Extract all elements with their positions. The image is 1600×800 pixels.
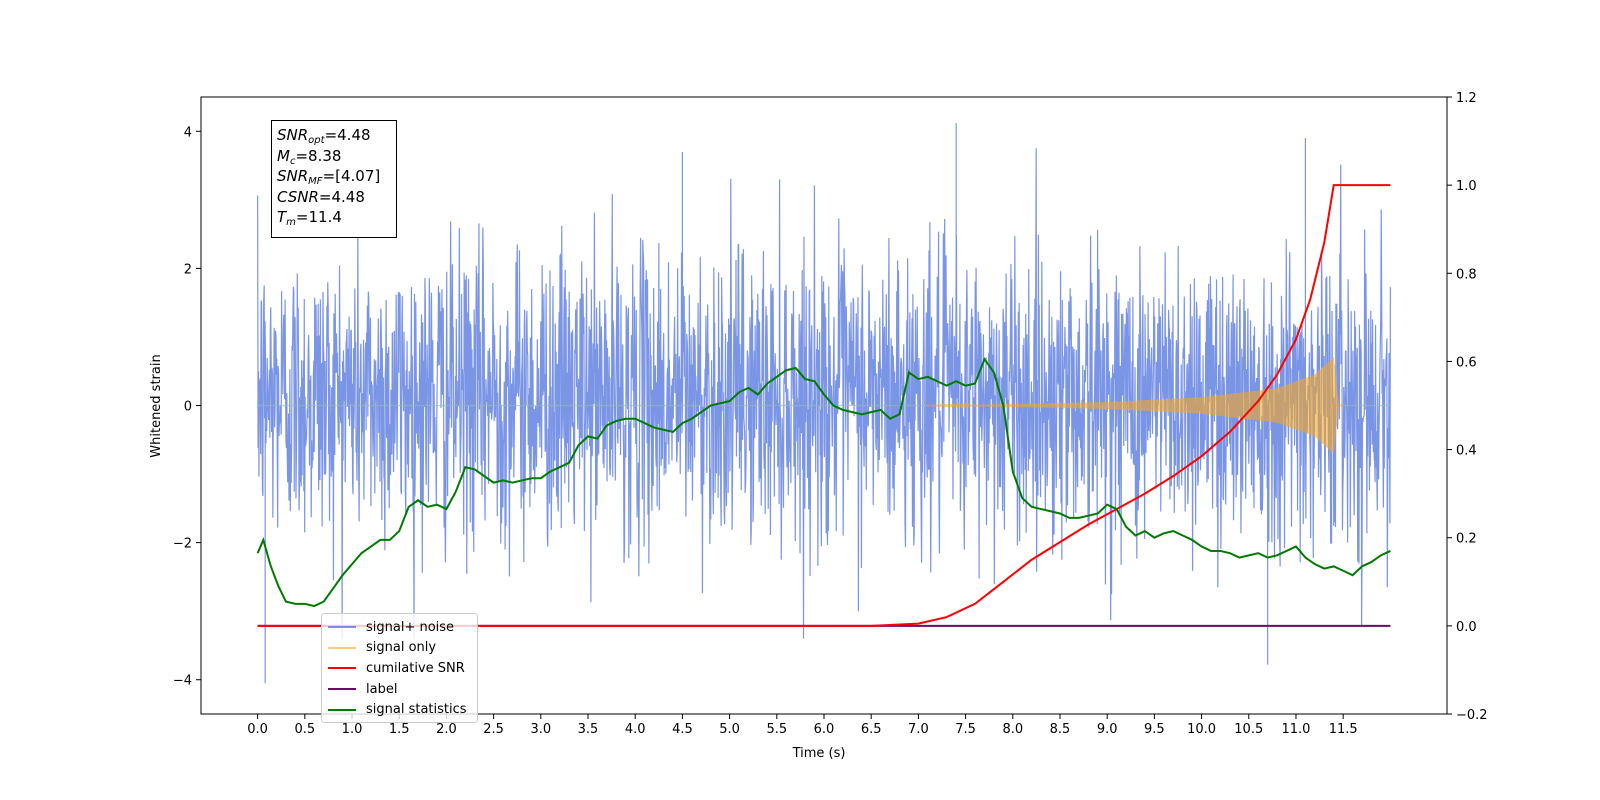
x-tick-label: 8.5 (1050, 722, 1071, 737)
x-tick-label: 7.5 (955, 722, 976, 737)
mc-subscript: c (289, 155, 296, 167)
y2-tick-label: 0.4 (1456, 444, 1477, 459)
axes: 0.0 0.5 1.0 1.5 2.0 2.5 3.0 3.5 4.0 4.5 5.0 5.5 6.0 6… (173, 91, 1488, 737)
x-tick-label: 7.0 (908, 722, 929, 737)
mc-symbol: M (277, 146, 290, 165)
x-tick-label: 5.5 (766, 722, 787, 737)
y-axis-label: Whitened strain (149, 354, 164, 457)
y2-tick-label: 0.2 (1456, 532, 1477, 547)
legend-item: cumilative SNR (326, 658, 477, 679)
y2-tick-label: 0.0 (1456, 620, 1477, 635)
legend-label: cumilative SNR (366, 660, 465, 676)
info-box: SNRopt=4.48 Mc=8.38 SNRMF=[4.07] CSNR=4.… (271, 120, 397, 238)
y2-tick-label: 1.0 (1456, 179, 1477, 194)
x-tick-label: 1.5 (389, 722, 410, 737)
x-tick-label: 2.0 (436, 722, 457, 737)
x-tick-label: 9.5 (1144, 722, 1165, 737)
legend-swatch (328, 688, 356, 691)
mc-value: =8.38 (295, 146, 342, 165)
x-tick-label: 4.0 (625, 722, 646, 737)
plot-clip-group (256, 123, 1391, 684)
legend-swatch (328, 708, 356, 711)
x-tick-label: 10.0 (1187, 722, 1216, 737)
legend: signal+ noise signal only cumilative SNR la… (321, 613, 478, 723)
x-tick-label: 1.0 (342, 722, 363, 737)
x-tick-label: 3.5 (578, 722, 599, 737)
y-tick-label: 0 (184, 400, 192, 415)
snr-mf-subscript: MF (308, 176, 323, 187)
csnr-symbol: CSNR (277, 187, 319, 206)
legend-label: signal only (366, 640, 437, 656)
x-tick-label: 10.5 (1234, 722, 1263, 737)
csnr-row: CSNR=4.48 (277, 187, 396, 208)
y-tick-label: 4 (184, 125, 192, 140)
x-tick-label: 9.0 (1097, 722, 1118, 737)
snr-opt-symbol: SNR (277, 126, 309, 144)
legend-swatch (328, 667, 356, 670)
legend-swatch (328, 646, 356, 649)
mc-row: Mc=8.38 (277, 146, 396, 167)
x-tick-label: 11.5 (1329, 722, 1358, 737)
x-tick-label: 0.5 (294, 722, 315, 737)
legend-label: label (366, 681, 398, 697)
tm-symbol: T (277, 208, 287, 226)
legend-item: label (326, 679, 477, 700)
x-tick-label: 11.0 (1281, 722, 1310, 737)
y-tick-label: −2 (173, 537, 192, 552)
x-axis-label: Time (s) (792, 746, 846, 761)
snr-opt-row: SNRopt=4.48 (277, 125, 396, 146)
csnr-value: =4.48 (318, 187, 365, 206)
x-tick-label: 5.0 (719, 722, 740, 737)
y2-tick-label: 1.2 (1456, 91, 1477, 106)
snr-mf-value: =[4.07] (322, 167, 381, 185)
legend-item: signal only (326, 638, 477, 659)
legend-label: signal statistics (366, 702, 467, 718)
snr-opt-subscript: opt (308, 135, 325, 146)
y2-tick-label: −0.2 (1456, 708, 1488, 723)
x-tick-label: 3.0 (530, 722, 551, 737)
legend-item: signal+ noise (326, 617, 477, 638)
y2-tick-label: 0.8 (1456, 267, 1477, 282)
tm-row: Tm=11.4 (277, 207, 396, 228)
x-tick-label: 0.0 (247, 722, 268, 737)
legend-label: signal+ noise (366, 619, 455, 635)
series-cumulative-snr (257, 184, 1391, 627)
x-tick-label: 4.5 (672, 722, 693, 737)
y-tick-label: 2 (184, 262, 192, 277)
snr-opt-value: =4.48 (324, 126, 371, 144)
tm-subscript: m (286, 217, 296, 228)
y-tick-label: −4 (173, 674, 192, 689)
x-tick-label: 6.0 (814, 722, 835, 737)
x-tick-label: 2.5 (483, 722, 504, 737)
legend-swatch (328, 626, 356, 629)
y2-tick-label: 0.6 (1456, 355, 1477, 370)
series-signal-only (257, 357, 1391, 454)
x-tick-label: 6.5 (861, 722, 882, 737)
snr-mf-symbol: SNR (277, 167, 309, 185)
legend-item: signal statistics (326, 699, 477, 720)
plot-area (256, 123, 1391, 684)
x-tick-label: 8.0 (1002, 722, 1023, 737)
tm-value: =11.4 (295, 208, 342, 226)
snr-mf-row: SNRMF=[4.07] (277, 166, 396, 187)
series-signal-statistics (256, 357, 1391, 608)
